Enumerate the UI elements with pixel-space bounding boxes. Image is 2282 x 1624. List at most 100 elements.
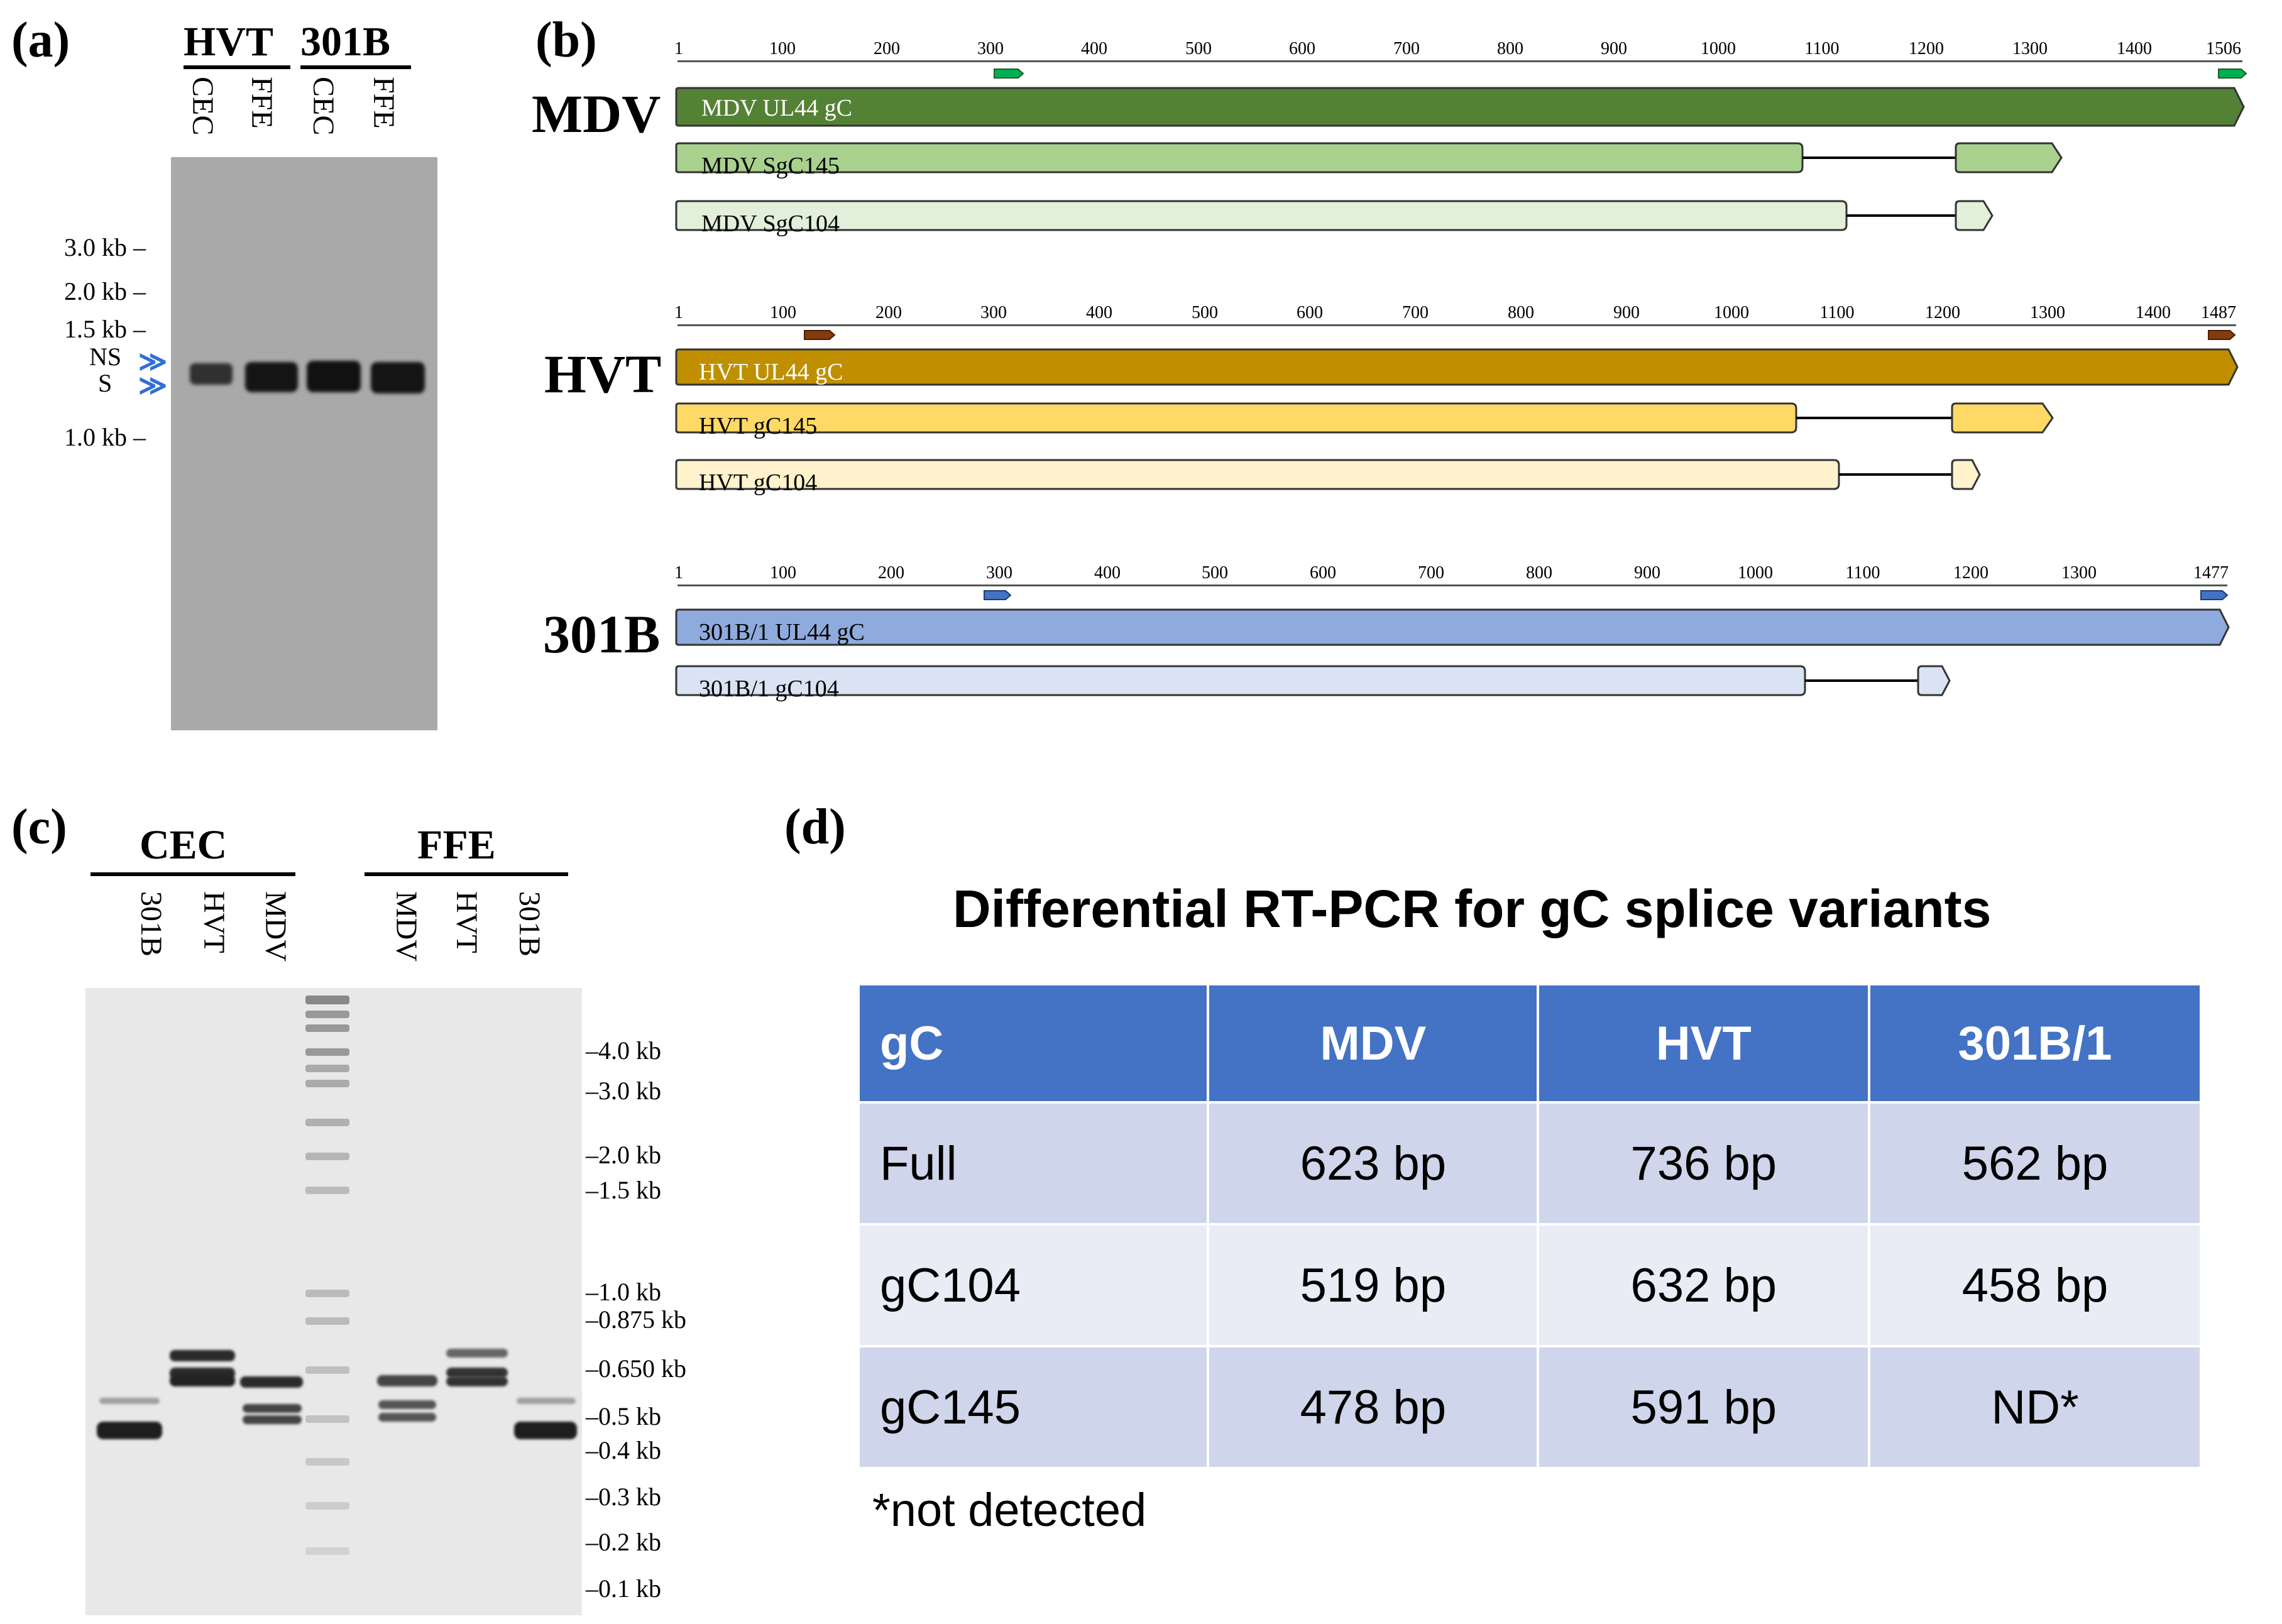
ruler-tick: 1400 xyxy=(2117,39,2152,58)
gel-band-c-mdv-cec xyxy=(240,1376,303,1388)
results-table: gC MDV HVT 301B/1 Full 623 bp 736 bp 562… xyxy=(857,983,2202,1469)
track-mdv-sgc145-exon2 xyxy=(1955,142,2063,173)
table-header-cell: 301B/1 xyxy=(1868,983,2202,1104)
table-cell: gC104 xyxy=(857,1223,1210,1347)
ladder-band xyxy=(305,1290,349,1297)
gel-band-a-3 xyxy=(307,361,361,392)
primer-fwd-mdv-icon xyxy=(994,69,1024,79)
marker-c-4kb: –4.0 kb xyxy=(586,1036,661,1065)
ladder-band xyxy=(305,1065,349,1072)
track-label-hvt-gc104: HVT gC104 xyxy=(699,469,818,496)
table-cell: ND* xyxy=(1868,1345,2202,1469)
lane-label-a-1: CEC xyxy=(186,77,219,136)
ladder-band xyxy=(305,1011,349,1018)
ruler-tick: 1000 xyxy=(1714,303,1749,322)
ladder-band xyxy=(305,1119,349,1126)
ruler-tick: 800 xyxy=(1508,303,1534,322)
gel-band-c-301b-cec xyxy=(97,1422,162,1439)
marker-c-3kb: –3.0 kb xyxy=(586,1077,661,1105)
ladder-band xyxy=(305,1547,349,1555)
table-cell: 458 bp xyxy=(1868,1223,2202,1347)
table-cell: 562 bp xyxy=(1868,1101,2202,1226)
organism-label-301b: 301B xyxy=(543,604,661,664)
marker-c-1kb: –1.0 kb xyxy=(586,1278,661,1306)
marker-c-02kb: –0.2 kb xyxy=(586,1528,661,1556)
ladder-band xyxy=(305,1458,349,1466)
ruler-tick: 1487 xyxy=(2201,303,2236,322)
ruler-line xyxy=(677,584,2227,586)
lane-label-c-1: 301B xyxy=(134,891,168,957)
ruler-tick: 200 xyxy=(878,563,904,583)
marker-a-3kb: 3.0 kb – xyxy=(64,233,146,261)
lane-label-a-4: FFE xyxy=(367,77,400,129)
ruler-tick: 600 xyxy=(1297,303,1323,322)
gel-band-c-mdv-ffe xyxy=(378,1413,436,1422)
table-title: Differential RT-PCR for gC splice varian… xyxy=(953,879,1992,938)
track-mdv-sgc145 xyxy=(675,142,1804,173)
table-cell: 519 bp xyxy=(1207,1223,1540,1347)
track-hvt-gc145-exon2 xyxy=(1951,402,2054,434)
track-label-301b-gc104: 301B/1 gC104 xyxy=(699,676,839,702)
ruler-tick: 900 xyxy=(1613,303,1640,322)
ruler-tick: 1000 xyxy=(1738,563,1773,583)
primer-rev-mdv-icon xyxy=(2218,69,2247,79)
ruler-tick: 1300 xyxy=(2030,303,2065,322)
ruler-tick: 400 xyxy=(1094,563,1121,583)
ruler-line xyxy=(677,324,2236,326)
table-cell: 623 bp xyxy=(1207,1101,1540,1226)
lane-label-c-2: HVT xyxy=(197,891,231,953)
gel-band-c-hvt-cec xyxy=(170,1350,235,1361)
lane-label-c-3: MDV xyxy=(259,891,292,962)
ladder-band xyxy=(305,1415,349,1423)
band-arrow-ns-icon: ≫ xyxy=(138,346,168,377)
lane-label-c-4: MDV xyxy=(390,891,423,962)
ruler-tick: 100 xyxy=(770,303,796,322)
track-301b-full xyxy=(675,608,2230,646)
gel-band-c-mdv-cec xyxy=(243,1404,302,1413)
ruler-tick: 700 xyxy=(1402,303,1429,322)
ruler-tick: 600 xyxy=(1289,39,1315,58)
track-mdv-sgc104-exon2 xyxy=(1955,200,1994,231)
gel-image-a xyxy=(171,157,437,730)
ruler-tick: 1100 xyxy=(1845,563,1880,583)
track-hvt-full xyxy=(675,348,2239,386)
ruler-tick: 900 xyxy=(1634,563,1660,583)
ruler-line xyxy=(677,60,2242,62)
lane-label-a-3: CEC xyxy=(307,77,340,136)
ladder-band xyxy=(305,1317,349,1325)
ladder-band xyxy=(305,1366,349,1374)
ruler-tick: 500 xyxy=(1192,303,1218,322)
ruler-tick: 500 xyxy=(1202,563,1228,583)
marker-a-15kb: 1.5 kb – xyxy=(64,315,146,343)
ruler-tick: 300 xyxy=(977,39,1004,58)
table-row: gC145 478 bp 591 bp ND* xyxy=(857,1345,2202,1469)
ruler-tick: 700 xyxy=(1393,39,1420,58)
gel-band-a-2 xyxy=(245,362,298,392)
ruler-tick: 600 xyxy=(1310,563,1336,583)
track-hvt-gc145 xyxy=(675,402,1797,434)
primer-fwd-301b-icon xyxy=(984,590,1012,600)
panel-d-label: (d) xyxy=(784,799,846,855)
gel-band-c-301b-ffe-faint xyxy=(517,1398,576,1404)
ruler-tick: 1506 xyxy=(2206,39,2241,58)
ruler-tick: 1200 xyxy=(1925,303,1960,322)
table-row: Full 623 bp 736 bp 562 bp xyxy=(857,1101,2202,1226)
gel-band-c-hvt-ffe xyxy=(446,1368,508,1378)
ruler-tick: 800 xyxy=(1497,39,1523,58)
ruler-tick: 900 xyxy=(1601,39,1627,58)
gel-band-c-hvt-cec xyxy=(170,1375,235,1386)
ladder-band xyxy=(305,996,349,1004)
gel-band-c-mdv-ffe xyxy=(377,1375,437,1386)
track-label-mdv-sgc145: MDV SgC145 xyxy=(701,153,840,179)
ladder-band xyxy=(305,1153,349,1160)
table-header-cell: MDV xyxy=(1207,983,1540,1104)
track-label-hvt-gc145: HVT gC145 xyxy=(699,413,818,439)
ladder-band xyxy=(305,1502,349,1510)
panel-b-label: (b) xyxy=(535,13,597,68)
marker-c-15kb: –1.5 kb xyxy=(586,1176,661,1204)
marker-c-05kb: –0.5 kb xyxy=(586,1402,661,1430)
ruler-tick: 1200 xyxy=(1953,563,1989,583)
marker-c-0875kb: –0.875 kb xyxy=(586,1305,686,1334)
ruler-mdv: 1 100 200 300 400 500 600 700 800 900 10… xyxy=(674,40,2242,82)
band-arrow-s-icon: ≫ xyxy=(138,370,168,401)
